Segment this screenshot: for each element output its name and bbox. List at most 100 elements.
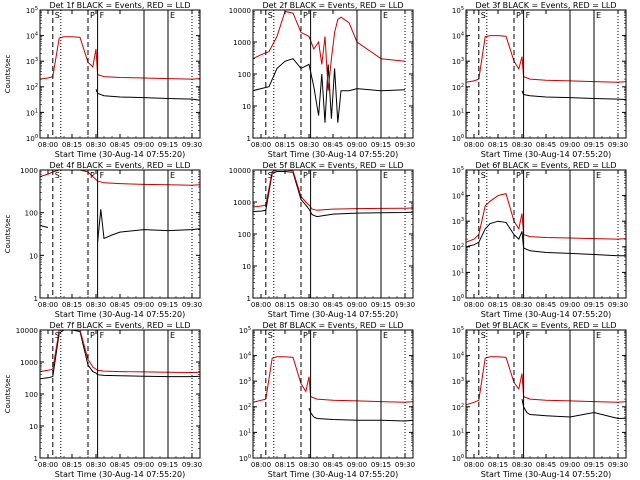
x-tick-label: 09:30 — [182, 461, 202, 469]
plot-frame — [39, 9, 201, 139]
marker-label-s: S — [55, 171, 60, 180]
marker-label-e: E — [596, 11, 601, 20]
events-series-line — [40, 209, 200, 243]
lld-series-line — [466, 192, 626, 243]
y-tick-label: 103 — [239, 377, 251, 386]
marker-label-f: F — [100, 331, 105, 340]
marker-label-f: F — [100, 171, 105, 180]
y-tick-label: 105 — [26, 6, 38, 15]
events-series-line — [253, 58, 406, 123]
marker-label-f: F — [313, 171, 318, 180]
marker-label-p: P — [90, 171, 95, 180]
marker-label-s: S — [55, 11, 60, 20]
y-tick-label: 101 — [239, 428, 251, 437]
x-tick-label: 08:00 — [38, 301, 58, 309]
x-tick-label: 08:30 — [512, 141, 532, 149]
events-series-line — [40, 330, 200, 380]
y-axis-label: Counts/sec — [4, 55, 12, 94]
y-tick-label: 1000 — [20, 167, 38, 175]
y-tick-label: 10 — [29, 423, 38, 431]
x-tick-label: 08:30 — [512, 461, 532, 469]
marker-label-e: E — [170, 11, 175, 20]
x-tick-label: 08:15 — [62, 141, 82, 149]
panel-title: Det 7f BLACK = Events, RED = LLD — [49, 321, 190, 330]
marker-label-p: P — [90, 331, 95, 340]
y-tick-label: 1000 — [233, 199, 251, 207]
x-tick-label: 09:00 — [347, 461, 367, 469]
x-tick-label: 08:15 — [62, 461, 82, 469]
x-tick-label: 08:00 — [251, 461, 271, 469]
x-tick-label: 09:15 — [371, 301, 391, 309]
x-tick-label: 08:45 — [323, 301, 343, 309]
x-tick-label: 09:15 — [158, 461, 178, 469]
y-tick-label: 105 — [239, 326, 251, 335]
marker-label-s: S — [268, 171, 273, 180]
panel-title: Det 2f BLACK = Events, RED = LLD — [262, 1, 403, 10]
lld-series-line — [253, 356, 413, 403]
x-tick-label: 08:45 — [323, 461, 343, 469]
y-tick-label: 101 — [452, 108, 464, 117]
x-tick-label: 08:45 — [536, 141, 556, 149]
marker-label-p: P — [303, 11, 308, 20]
x-tick-label: 09:30 — [182, 301, 202, 309]
x-tick-label: 08:00 — [464, 461, 484, 469]
x-tick-label: 09:00 — [134, 301, 154, 309]
x-tick-label: 09:00 — [134, 461, 154, 469]
marker-label-p: P — [90, 11, 95, 20]
x-tick-label: 08:15 — [275, 141, 295, 149]
y-tick-label: 104 — [239, 352, 251, 361]
panel-title: Det 6f BLACK = Events, RED = LLD — [475, 161, 616, 170]
x-tick-label: 08:00 — [251, 301, 271, 309]
marker-label-s: S — [268, 331, 273, 340]
plot-frame — [465, 9, 627, 139]
x-axis-label: Start Time (30-Aug-14 07:55:20) — [481, 470, 612, 479]
x-tick-label: 08:00 — [251, 141, 271, 149]
x-tick-label: 08:45 — [536, 301, 556, 309]
x-axis-label: Start Time (30-Aug-14 07:55:20) — [268, 470, 399, 479]
marker-label-e: E — [383, 331, 388, 340]
y-tick-label: 102 — [452, 243, 464, 252]
x-tick-label: 09:30 — [182, 141, 202, 149]
y-tick-label: 1 — [34, 295, 38, 303]
panel-title: Det 8f BLACK = Events, RED = LLD — [262, 321, 403, 330]
marker-label-e: E — [383, 171, 388, 180]
panel-title: Det 1f BLACK = Events, RED = LLD — [49, 1, 190, 10]
y-tick-label: 105 — [452, 326, 464, 335]
y-tick-label: 100 — [238, 71, 251, 79]
y-tick-label: 1000 — [20, 359, 38, 367]
marker-label-f: F — [313, 11, 318, 20]
x-tick-label: 09:15 — [371, 461, 391, 469]
marker-label-p: P — [516, 331, 521, 340]
marker-label-p: P — [516, 171, 521, 180]
events-series-line — [95, 89, 200, 101]
marker-label-s: S — [268, 11, 273, 20]
lld-series-line — [40, 170, 200, 186]
x-tick-label: 08:00 — [464, 301, 484, 309]
y-tick-label: 10000 — [16, 327, 38, 335]
x-axis-label: Start Time (30-Aug-14 07:55:20) — [268, 150, 399, 159]
x-tick-label: 08:45 — [110, 301, 130, 309]
x-tick-label: 08:15 — [275, 301, 295, 309]
events-series-line — [521, 90, 626, 100]
y-tick-label: 101 — [452, 268, 464, 277]
y-tick-label: 101 — [452, 428, 464, 437]
x-tick-label: 09:30 — [608, 461, 628, 469]
y-tick-label: 102 — [239, 403, 251, 412]
events-series-line — [521, 398, 626, 420]
marker-label-f: F — [526, 11, 531, 20]
y-tick-label: 105 — [452, 166, 464, 175]
x-tick-label: 09:00 — [347, 141, 367, 149]
y-tick-label: 10000 — [229, 167, 251, 175]
y-tick-label: 102 — [452, 403, 464, 412]
x-tick-label: 08:30 — [299, 301, 319, 309]
x-tick-label: 09:15 — [371, 141, 391, 149]
y-tick-label: 102 — [452, 83, 464, 92]
marker-label-e: E — [596, 331, 601, 340]
y-tick-label: 102 — [26, 83, 38, 92]
y-tick-label: 100 — [452, 134, 464, 143]
